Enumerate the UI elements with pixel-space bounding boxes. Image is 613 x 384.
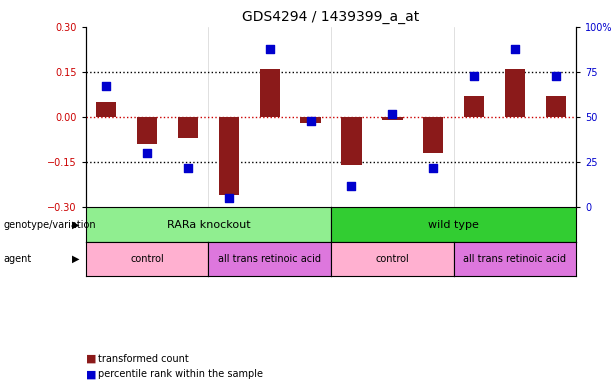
Point [428,165,438,171]
Text: GSM775291: GSM775291 [96,211,106,270]
Bar [423,117,443,153]
Text: all trans retinoic acid: all trans retinoic acid [463,254,566,264]
Bar [259,69,280,117]
Point [142,150,152,156]
Bar [96,102,116,117]
Title: GDS4294 / 1439399_a_at: GDS4294 / 1439399_a_at [242,10,420,25]
Point [387,111,397,117]
Text: control: control [130,254,164,264]
Point [265,45,275,51]
Text: GSM775293: GSM775293 [341,211,351,270]
Text: GSM775297: GSM775297 [383,211,392,270]
Text: ▶: ▶ [72,220,80,230]
Bar [219,117,239,195]
Text: RARa knockout: RARa knockout [167,220,250,230]
Bar [546,96,566,117]
Text: GSM775302: GSM775302 [546,211,556,270]
Text: GSM775301: GSM775301 [423,211,433,270]
Bar [504,69,525,117]
Point [346,183,356,189]
Text: genotype/variation: genotype/variation [3,220,96,230]
Text: ■: ■ [86,369,96,379]
Point [183,165,193,171]
Point [101,83,111,89]
Text: GSM775300: GSM775300 [300,211,311,270]
Point [551,73,561,79]
Point [510,45,520,51]
Bar [137,117,158,144]
Point [469,73,479,79]
Text: all trans retinoic acid: all trans retinoic acid [218,254,321,264]
Text: agent: agent [3,254,31,264]
Bar [300,117,321,123]
Text: control: control [375,254,409,264]
Text: GSM775292: GSM775292 [219,211,229,270]
Point [224,195,234,202]
Text: percentile rank within the sample: percentile rank within the sample [98,369,263,379]
Bar [464,96,484,117]
Point [306,118,316,124]
Text: GSM775296: GSM775296 [260,211,270,270]
Text: wild type: wild type [428,220,479,230]
Text: GSM775295: GSM775295 [137,211,147,270]
Text: ▶: ▶ [72,254,80,264]
Bar [178,117,198,138]
Text: ■: ■ [86,354,96,364]
Text: GSM775299: GSM775299 [178,211,188,270]
Bar [382,117,403,120]
Text: GSM775294: GSM775294 [464,211,474,270]
Bar [341,117,362,165]
Text: transformed count: transformed count [98,354,189,364]
Text: GSM775298: GSM775298 [505,211,515,270]
